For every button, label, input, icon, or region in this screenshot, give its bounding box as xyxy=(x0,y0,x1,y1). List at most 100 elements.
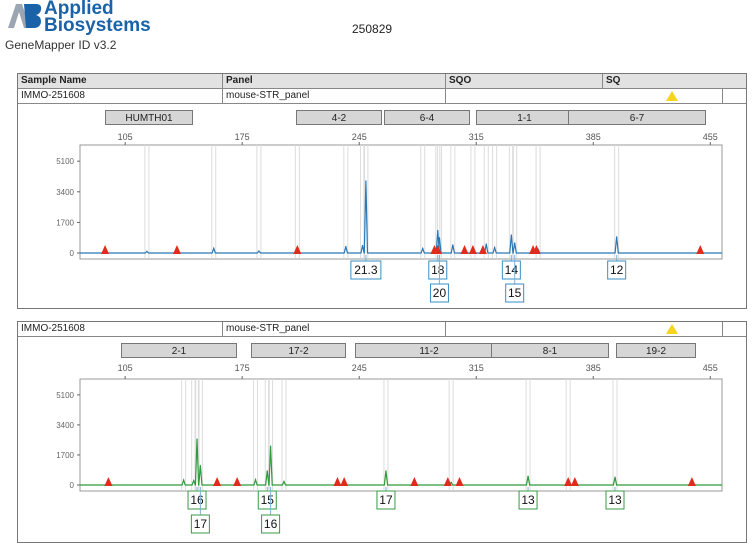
plot-frame xyxy=(79,378,723,492)
allele-label: 13 xyxy=(521,493,535,507)
allele-label: 15 xyxy=(261,493,275,507)
allele-label: 17 xyxy=(194,517,208,531)
size-marker xyxy=(104,477,113,486)
allele-label-box xyxy=(261,514,281,534)
locus-bin-2-1[interactable]: 2-1 xyxy=(121,343,237,358)
allele-label-box xyxy=(376,490,396,510)
allele-label-box xyxy=(429,283,449,303)
y-tick-label: 5100 xyxy=(56,391,74,400)
table-header: Sample Name Panel SQO SQ xyxy=(18,74,746,89)
x-tick-label: 105 xyxy=(118,363,133,373)
peak-point xyxy=(283,480,285,483)
size-marker xyxy=(410,477,419,486)
y-tick-label: 1700 xyxy=(56,451,74,460)
peak-point xyxy=(199,464,201,467)
x-tick-label: 315 xyxy=(469,132,484,142)
size-marker xyxy=(333,477,342,486)
allele-label-box xyxy=(605,490,625,510)
peak-point xyxy=(616,236,618,238)
locus-bin-17-2[interactable]: 17-2 xyxy=(251,343,346,358)
y-tick-label: 3400 xyxy=(56,188,74,197)
y-tick-label: 3400 xyxy=(56,421,74,430)
locus-bin-6-4[interactable]: 6-4 xyxy=(384,110,470,125)
x-tick-label: 385 xyxy=(586,132,601,142)
peak-point xyxy=(266,470,268,472)
size-marker xyxy=(455,477,464,486)
peak-point xyxy=(196,438,198,440)
panel-name: mouse-STR_panel xyxy=(226,90,310,101)
size-marker xyxy=(696,245,705,254)
size-marker xyxy=(570,477,579,486)
allele-label-box xyxy=(187,490,207,510)
peak-point xyxy=(361,244,364,247)
peak-point xyxy=(494,247,496,249)
size-marker xyxy=(460,245,469,254)
panel-name: mouse-STR_panel xyxy=(226,323,310,334)
allele-label: 20 xyxy=(433,286,447,300)
y-tick-label: 0 xyxy=(70,249,75,258)
sample-name-header: Sample Name xyxy=(21,75,87,86)
allele-label: 16 xyxy=(264,517,278,531)
y-tick-label: 0 xyxy=(70,481,75,490)
run-id: 250829 xyxy=(352,22,393,36)
peak-point xyxy=(269,445,272,447)
peak-point xyxy=(527,475,529,477)
size-marker xyxy=(532,245,541,254)
size-marker xyxy=(213,477,222,486)
allele-label-box xyxy=(428,260,448,280)
size-marker xyxy=(101,245,110,254)
locus-bin-19-2[interactable]: 19-2 xyxy=(616,343,696,358)
allele-label-box xyxy=(257,490,277,510)
y-tick-label: 1700 xyxy=(56,218,74,227)
signal-trace xyxy=(80,439,722,486)
size-marker xyxy=(172,245,181,254)
peak-point xyxy=(365,180,367,182)
peak-point xyxy=(452,244,454,246)
peak-point xyxy=(450,481,452,483)
applied-biosystems-logo-icon xyxy=(8,4,42,28)
locus-bin-6-7[interactable]: 6-7 xyxy=(568,110,706,125)
warning-triangle-icon[interactable] xyxy=(666,91,678,101)
allele-label: 21.3 xyxy=(354,263,378,277)
x-tick-label: 245 xyxy=(352,363,367,373)
y-tick-label: 5100 xyxy=(56,157,74,166)
size-marker xyxy=(340,477,349,486)
peak-point xyxy=(514,242,516,244)
size-marker xyxy=(293,245,302,254)
locus-bin-humth01[interactable]: HUMTH01 xyxy=(105,110,193,125)
peak-point xyxy=(438,237,441,239)
brand-applied: Applied xyxy=(44,0,114,19)
size-marker xyxy=(233,477,242,486)
locus-bin-8-1[interactable]: 8-1 xyxy=(491,343,609,358)
x-tick-label: 245 xyxy=(352,132,367,142)
peak-point xyxy=(258,250,260,252)
plot-frame xyxy=(79,144,723,260)
sample-name: IMMO-251608 xyxy=(21,323,85,334)
sample-row: IMMO-251608 mouse-STR_panel xyxy=(18,89,746,104)
peak-point xyxy=(485,243,487,245)
size-marker xyxy=(443,477,452,486)
x-tick-label: 315 xyxy=(469,363,484,373)
x-tick-label: 105 xyxy=(118,132,133,142)
allele-label-box xyxy=(350,260,382,280)
panel-header: Panel xyxy=(226,75,253,86)
sample-row: IMMO-251608 mouse-STR_panel xyxy=(18,322,746,337)
allele-label: 18 xyxy=(431,263,445,277)
x-tick-label: 455 xyxy=(703,132,718,142)
sqo-header: SQO xyxy=(449,75,472,86)
allele-label-box xyxy=(190,514,210,534)
x-tick-label: 385 xyxy=(586,363,601,373)
peak-point xyxy=(146,250,148,252)
x-tick-label: 175 xyxy=(235,363,250,373)
peak-point xyxy=(213,247,215,249)
locus-bin-4-2[interactable]: 4-2 xyxy=(296,110,382,125)
x-tick-label: 455 xyxy=(703,363,718,373)
peak-point xyxy=(422,247,424,250)
allele-label: 13 xyxy=(608,493,622,507)
peak-point xyxy=(614,476,616,478)
warning-triangle-icon[interactable] xyxy=(666,324,678,334)
peak-point xyxy=(254,479,257,481)
sample-name: IMMO-251608 xyxy=(21,90,85,101)
